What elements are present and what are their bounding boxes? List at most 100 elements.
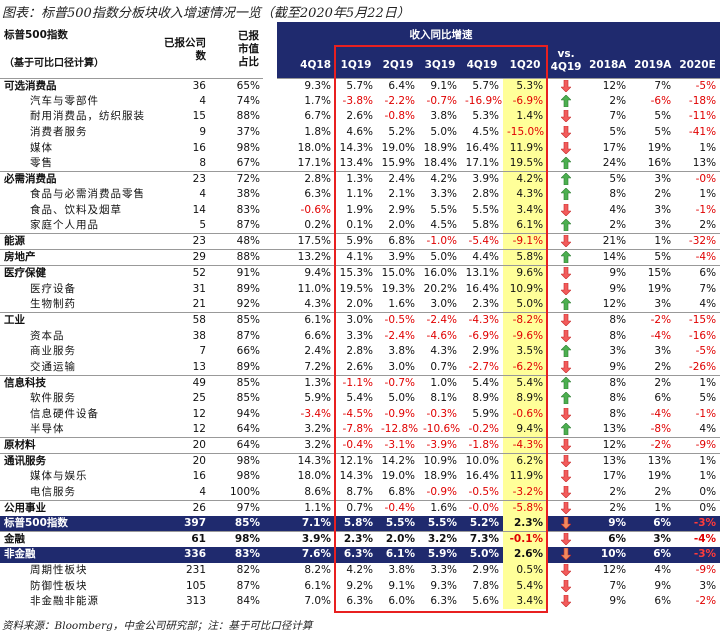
cell: 2% xyxy=(609,219,627,232)
cell: 13% xyxy=(630,452,676,470)
cell: 3.0% xyxy=(335,312,377,329)
cell: 9% xyxy=(585,265,631,282)
cell: -0.4% xyxy=(377,499,419,516)
cell: 15.3% xyxy=(335,265,377,282)
arrow-shape xyxy=(560,141,572,155)
table-row: 公用事业 26 97% 1.1% 0.7% -0.4% 1.6% -0.0% -5.8% 2% 1%… xyxy=(0,499,720,516)
cell: 8.6% xyxy=(304,485,331,498)
cell: 21 xyxy=(192,298,206,311)
source: 资料来源：Bloomberg，中金公司研究部；注：基于可比口径计算 xyxy=(2,620,313,632)
cell: 12% xyxy=(585,436,631,454)
cell: 6.2% xyxy=(503,452,548,470)
cell: 16.4% xyxy=(465,470,499,483)
cell: 14.3% xyxy=(339,470,373,483)
cell: 6.3% xyxy=(335,547,377,563)
cell: 72% xyxy=(210,171,270,188)
cell: 5.0% xyxy=(388,391,415,404)
trend-cell xyxy=(547,406,585,422)
cell: 14.2% xyxy=(377,452,419,470)
cell: 6% xyxy=(630,547,676,563)
cell: 2.0% xyxy=(377,530,419,548)
cell: 19% xyxy=(647,282,672,295)
trend-arrow xyxy=(560,344,572,358)
table-row: 食品、饮料及烟草 14 83% -0.6% 1.9% 2.9% 5.5% 5.5% 3.4% 4%… xyxy=(0,202,720,219)
trend-cell xyxy=(547,109,585,125)
cell: 19.0% xyxy=(381,470,415,483)
cell: 4.3% xyxy=(430,345,457,358)
cell: 3.8% xyxy=(388,345,415,358)
cell: 5.9% xyxy=(419,547,461,563)
cell: 0.7% xyxy=(430,360,457,373)
cell: 8.9% xyxy=(472,391,499,404)
cell: 6% xyxy=(654,391,672,404)
row-name: 交通运输 xyxy=(30,360,76,373)
cell: 2% xyxy=(654,360,672,373)
cell: 3% xyxy=(654,298,672,311)
cell: 1.3% xyxy=(270,374,335,391)
cell: 52 xyxy=(160,265,210,282)
trend-arrow xyxy=(560,532,572,546)
header-quarter: 1Q19 xyxy=(335,46,377,78)
cell: -16% xyxy=(688,329,717,342)
cell: -6.2% xyxy=(503,359,548,376)
cell: 91% xyxy=(210,265,270,282)
arrow-shape xyxy=(560,438,572,452)
cell: 6.6% xyxy=(304,329,331,342)
cell: 1.6% xyxy=(419,499,461,516)
table-row: 生物制药 21 92% 4.3% 2.0% 1.6% 3.0% 2.3% 5.0% 12% 3% 4% xyxy=(0,297,720,313)
table-row: 标普500指数 397 85% 7.1% 5.8% 5.5% 5.5% 5.2% 2.3% 9% 6… xyxy=(0,515,720,532)
cell: 8% xyxy=(585,312,631,329)
cell: 7.2% xyxy=(304,360,331,373)
cell: 12 xyxy=(192,407,206,420)
cell: -16.9% xyxy=(465,94,503,107)
cell: -0.7% xyxy=(377,374,419,391)
table-row: 能源 23 48% 17.5% 5.9% 6.8% -1.0% -5.4% -9.1% 21% 1%… xyxy=(0,233,720,250)
row-name: 可选消费品 xyxy=(0,77,160,94)
cell: 8% xyxy=(585,374,631,391)
row-name: 金融 xyxy=(0,530,160,548)
table-row: 原材料 20 64% 3.2% -0.4% -3.1% -3.9% -1.8% -4.3% 12%… xyxy=(0,436,720,454)
trend-cell xyxy=(547,578,585,594)
trend-cell xyxy=(547,515,586,532)
cell: 8.7% xyxy=(346,485,373,498)
arrow-shape xyxy=(560,360,572,373)
row-name: 生物制药 xyxy=(30,298,76,311)
trend-cell xyxy=(547,469,585,485)
row-name: 信息科技 xyxy=(0,374,160,391)
trend-cell xyxy=(547,452,586,470)
trend-cell xyxy=(547,563,585,579)
cell: -2.7% xyxy=(468,360,499,373)
arrow-shape xyxy=(560,125,572,139)
arrow-shape xyxy=(560,188,572,201)
cell: 5.8% xyxy=(503,249,548,266)
cell: 5.7% xyxy=(335,77,377,94)
trend-cell xyxy=(547,171,586,188)
row-name: 必需消费品 xyxy=(0,171,160,188)
cell: -3% xyxy=(675,547,720,563)
cell: -5.4% xyxy=(461,233,503,250)
cell: 1% xyxy=(699,188,717,201)
row-name: 医疗设备 xyxy=(30,282,76,295)
cell: 3.0% xyxy=(430,298,457,311)
cell: 8 xyxy=(199,157,206,170)
cell: 4 xyxy=(199,188,206,201)
trend-arrow xyxy=(560,94,572,108)
trend-arrow xyxy=(560,391,572,405)
cell: 7% xyxy=(699,282,717,295)
cell: 3% xyxy=(699,579,717,592)
trend-cell xyxy=(547,312,586,329)
arrow-shape xyxy=(560,218,572,232)
cell: 4.2% xyxy=(503,171,548,188)
arrow-shape xyxy=(560,251,572,264)
trend-arrow xyxy=(560,360,572,373)
cell: 23 xyxy=(160,233,210,250)
cell: -11% xyxy=(688,110,717,123)
cell: 13.4% xyxy=(339,157,373,170)
cell: 13% xyxy=(585,452,631,470)
trend-arrow xyxy=(560,470,572,483)
cell: 4% xyxy=(609,204,627,217)
cell: 3.2% xyxy=(270,436,335,454)
cell: 313 xyxy=(185,595,206,608)
cell: 13.2% xyxy=(270,249,335,266)
cell: 17.1% xyxy=(297,157,331,170)
